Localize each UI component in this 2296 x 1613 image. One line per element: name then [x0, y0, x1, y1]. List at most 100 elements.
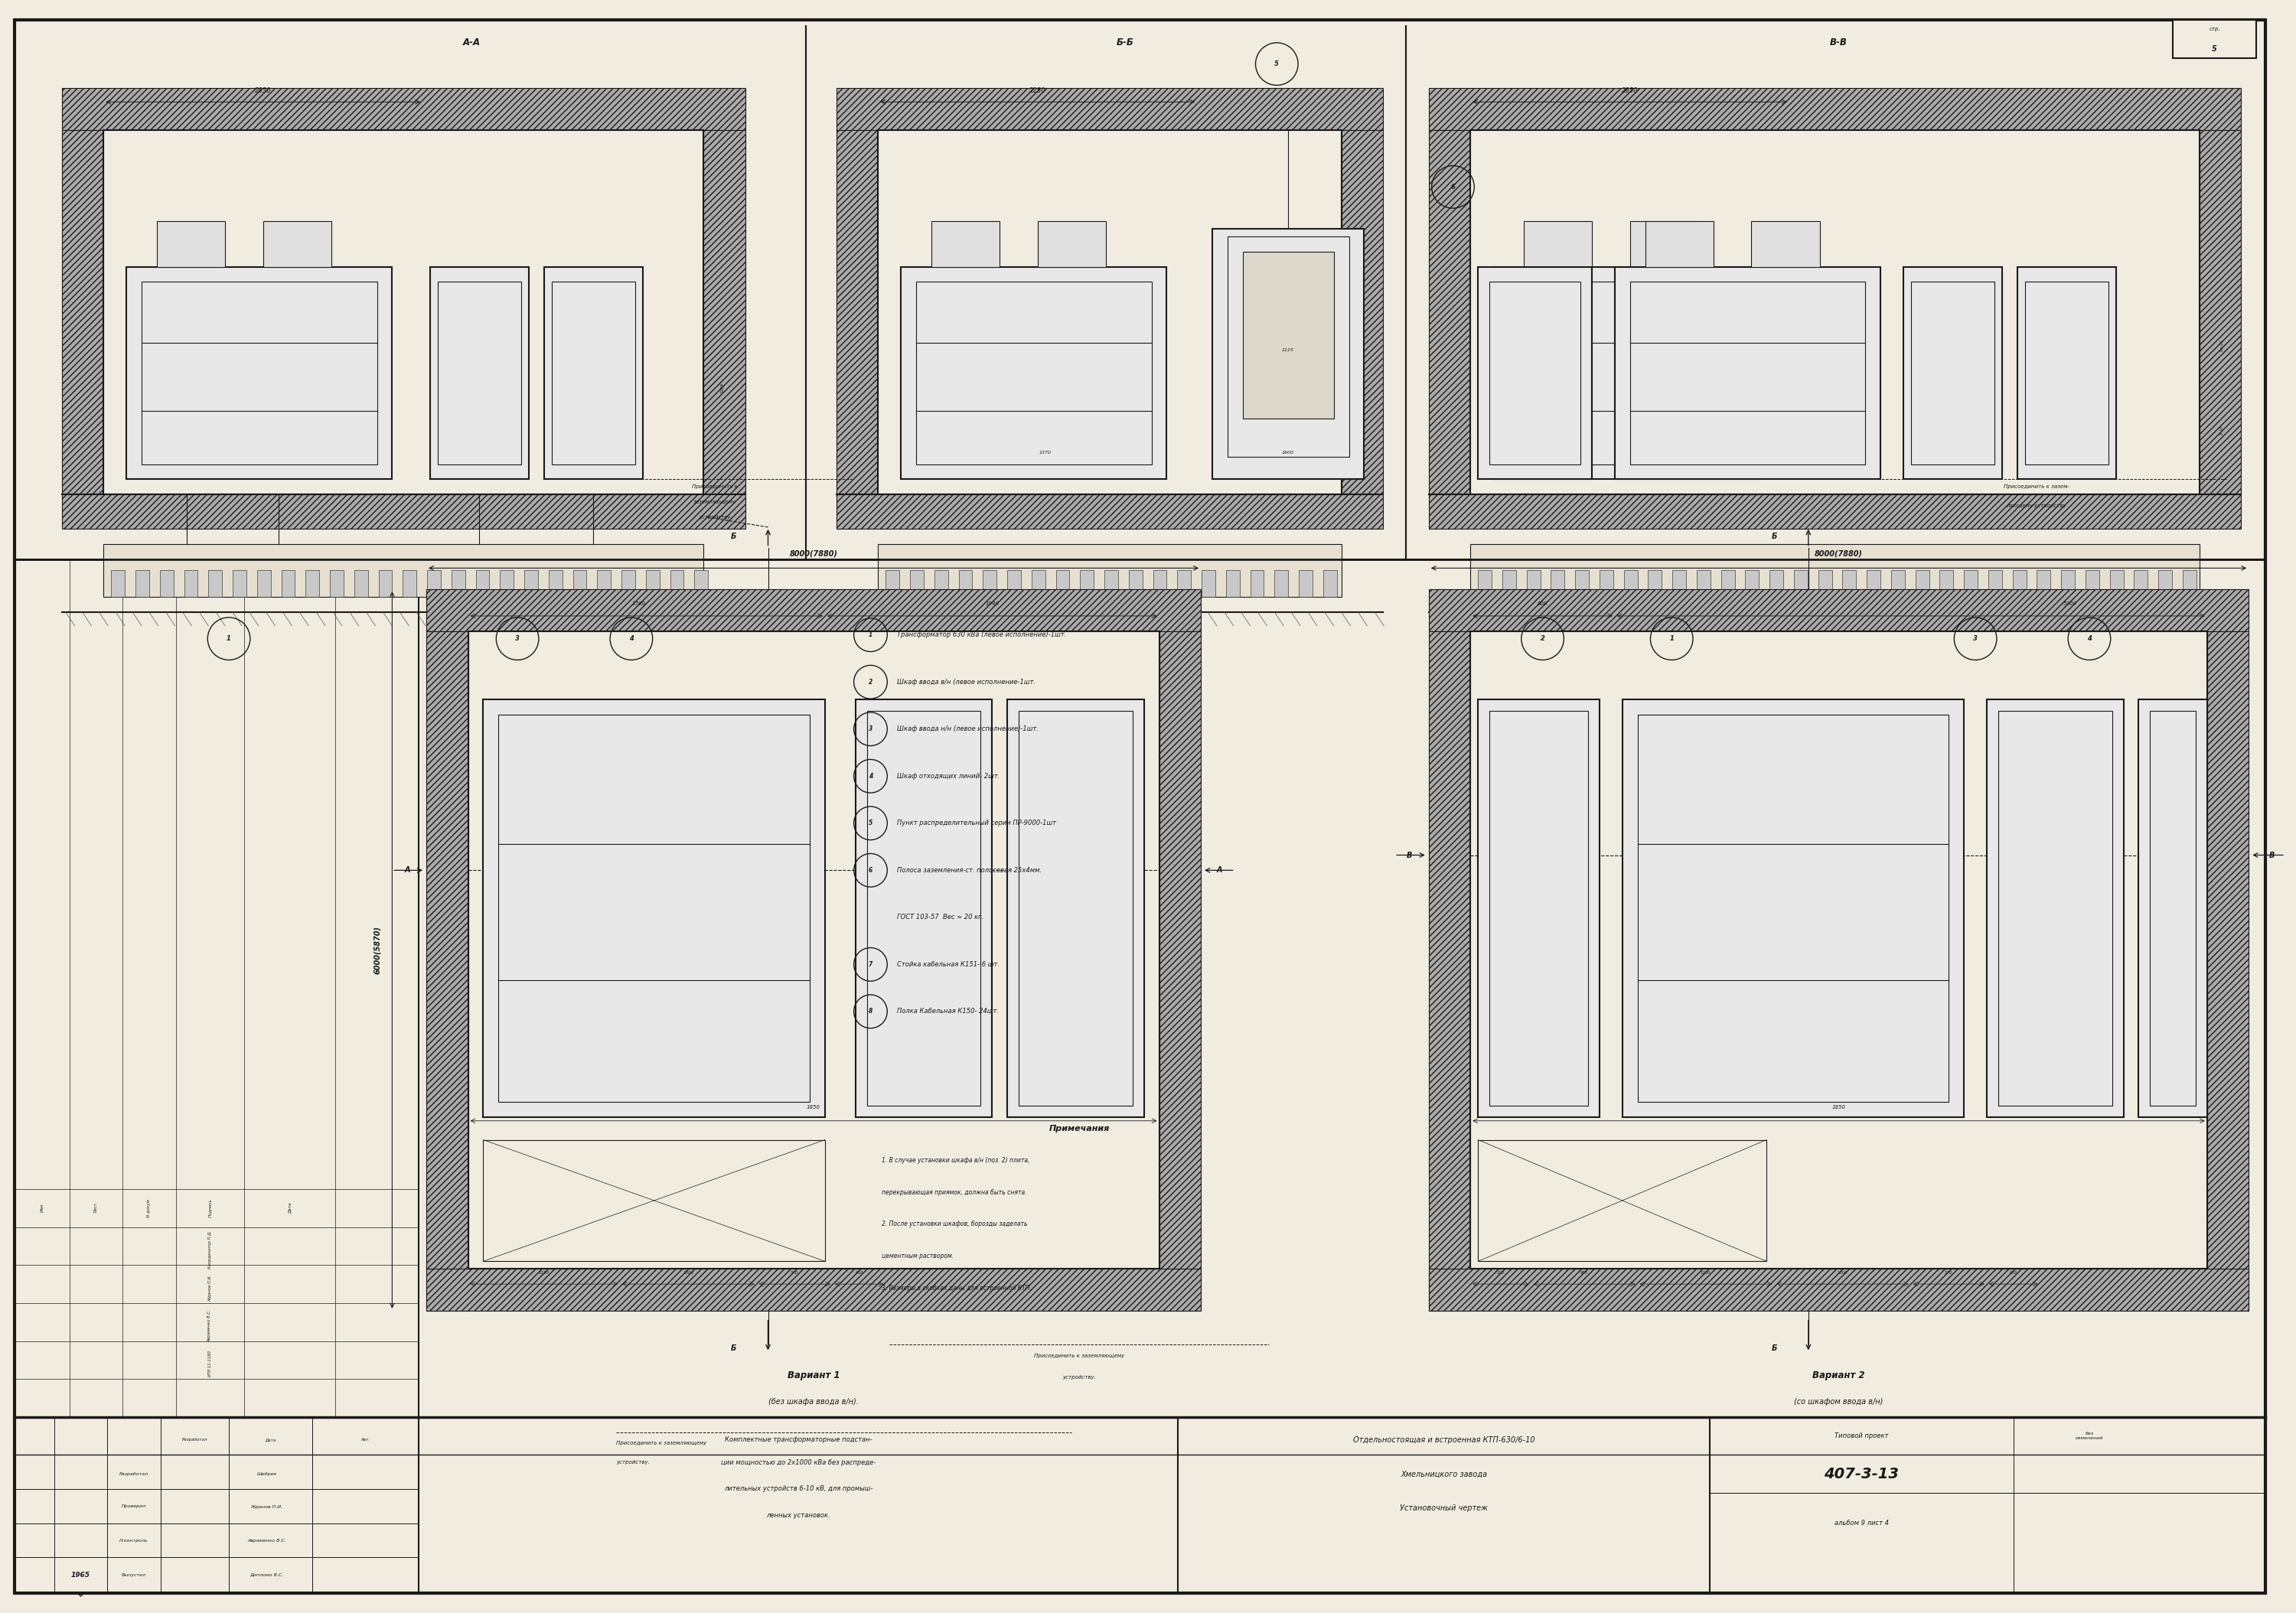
Bar	[1745, 571, 1759, 597]
Bar	[2037, 571, 2050, 597]
Text: цементным раствором.: цементным раствором.	[882, 1253, 953, 1260]
Text: Трансформатор 630 кВа (левое исполнение)-1шт.: Трансформатор 630 кВа (левое исполнение)…	[898, 631, 1065, 639]
Bar	[1212, 229, 1364, 479]
Bar	[1915, 571, 1929, 597]
Bar	[1159, 631, 1201, 1311]
Bar	[934, 571, 948, 597]
Bar	[427, 589, 1201, 631]
Bar	[498, 715, 810, 1102]
Bar	[1940, 571, 1954, 597]
Bar	[1274, 571, 1288, 597]
Text: ленных установок.: ленных установок.	[767, 1511, 831, 1519]
Text: ляющему устройству: ляющему устройству	[2007, 503, 2066, 508]
Bar	[354, 571, 367, 597]
Bar	[1614, 266, 1880, 479]
Text: 5300: 5300	[2064, 602, 2078, 606]
Text: (со шкафом ввода в/н): (со шкафом ввода в/н)	[1793, 1398, 1883, 1405]
Bar	[1630, 282, 1864, 465]
Bar	[1008, 700, 1143, 1118]
Bar	[1752, 221, 1821, 266]
Bar	[257, 571, 271, 597]
Bar	[1322, 571, 1336, 597]
Bar	[1646, 221, 1713, 266]
Bar	[2110, 571, 2124, 597]
Bar	[1525, 221, 1591, 266]
Bar	[427, 571, 441, 597]
Text: Подпись: Подпись	[209, 1198, 211, 1218]
Bar	[1818, 571, 1832, 597]
Text: A: A	[1217, 866, 1224, 874]
Bar	[1428, 89, 2241, 131]
Text: 1250: 1250	[1701, 1271, 1711, 1274]
Text: Б-Б: Б-Б	[1116, 37, 1134, 48]
Bar	[62, 131, 103, 495]
Bar	[379, 571, 393, 597]
Text: Шкаф отходящих линий- 2шт.: Шкаф отходящих линий- 2шт.	[898, 773, 999, 779]
Text: 5: 5	[868, 819, 872, 826]
Bar	[482, 700, 824, 1118]
Text: 2250: 2250	[1029, 87, 1047, 94]
Bar	[1697, 571, 1711, 597]
Text: 1370: 1370	[1040, 450, 1052, 455]
Text: 1125: 1125	[1281, 348, 1295, 352]
Text: Хмельницкого завода: Хмельницкого завода	[1401, 1469, 1488, 1478]
Text: Присоединить к: Присоединить к	[691, 484, 737, 489]
Text: Авраменко В.С.: Авраменко В.С.	[248, 1539, 287, 1542]
Text: 570: 570	[1945, 1271, 1952, 1274]
Bar	[1201, 571, 1215, 597]
Text: Дата: Дата	[287, 1203, 292, 1213]
Text: 2850: 2850	[255, 87, 271, 94]
Bar	[62, 89, 746, 131]
Bar	[900, 266, 1166, 479]
Bar	[1600, 571, 1614, 597]
Text: Вo 20: Вo 20	[2220, 340, 2225, 352]
Bar	[1575, 571, 1589, 597]
Text: B: B	[2268, 852, 2275, 858]
Bar	[2149, 711, 2195, 1105]
Bar	[1428, 1269, 2248, 1311]
Bar	[2018, 266, 2117, 479]
Text: Вариант 2: Вариант 2	[1812, 1369, 1864, 1381]
Text: устройству.: устройству.	[1063, 1376, 1095, 1379]
Bar	[429, 266, 528, 479]
Bar	[1300, 571, 1313, 597]
Bar	[305, 571, 319, 597]
Text: 4: 4	[629, 636, 634, 642]
Bar	[1153, 571, 1166, 597]
Bar	[331, 571, 344, 597]
Text: 407-3-13: 407-3-13	[1823, 1466, 1899, 1481]
Bar	[544, 266, 643, 479]
Bar	[1056, 571, 1070, 597]
Text: 5: 5	[2211, 45, 2218, 53]
Text: 6: 6	[868, 866, 872, 874]
Text: Б: Б	[1773, 1345, 1777, 1352]
Text: Присоединить к заземляющему: Присоединить к заземляющему	[615, 1440, 707, 1445]
Bar	[1998, 711, 2112, 1105]
Bar	[916, 282, 1153, 465]
Text: 3: 3	[514, 636, 519, 642]
Bar	[836, 131, 877, 495]
Bar	[282, 571, 294, 597]
Bar	[103, 544, 703, 597]
Text: ции мощностью до 2х1000 кВа без распреде-: ции мощностью до 2х1000 кВа без распреде…	[721, 1460, 875, 1466]
Text: Авраменко В.С.: Авраменко В.С.	[209, 1310, 211, 1342]
Bar	[2138, 700, 2206, 1118]
Text: 1: 1	[227, 636, 232, 642]
Text: 4: 4	[2087, 636, 2092, 642]
Text: Типовой проект: Типовой проект	[1835, 1432, 1887, 1439]
Bar	[886, 571, 900, 597]
Bar	[1469, 631, 2206, 1269]
Bar	[1428, 589, 2248, 631]
Text: лительных устройств 6-10 кВ, для промыш-: лительных устройств 6-10 кВ, для промыш-	[723, 1486, 872, 1492]
Bar	[1867, 571, 1880, 597]
Bar	[468, 631, 1159, 1269]
Bar	[1793, 571, 1807, 597]
Text: 120: 120	[1497, 1271, 1504, 1274]
Text: Установочный чертеж: Установочный чертеж	[1401, 1505, 1488, 1511]
Bar	[2133, 571, 2147, 597]
Bar	[2062, 571, 2076, 597]
Text: В 30: В 30	[2220, 426, 2225, 436]
Text: Н.контроль: Н.контроль	[119, 1539, 149, 1542]
Bar	[1910, 282, 1995, 465]
Bar	[1770, 571, 1784, 597]
